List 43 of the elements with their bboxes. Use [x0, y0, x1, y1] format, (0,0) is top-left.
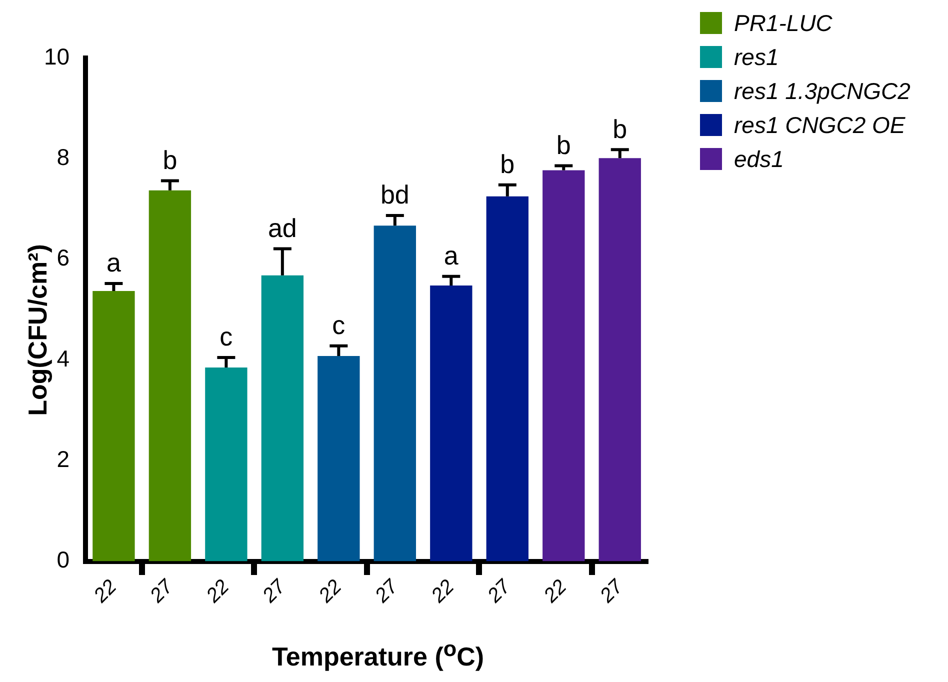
- data-label: c: [332, 310, 346, 340]
- legend-label: eds1: [734, 146, 784, 172]
- y-tick-label: 0: [56, 546, 70, 573]
- legend-label: res1 1.3pCNGC2: [734, 78, 910, 104]
- bar: [430, 285, 472, 562]
- data-label: b: [556, 130, 571, 160]
- data-label: ad: [268, 212, 297, 243]
- x-tick-label: 22: [539, 576, 572, 608]
- y-tick-label: 8: [56, 144, 70, 170]
- bar: [598, 158, 641, 562]
- data-label: bd: [380, 180, 410, 210]
- bar: [486, 196, 528, 562]
- data-label: a: [444, 240, 459, 271]
- x-tick-label: 27: [370, 575, 403, 608]
- y-tick-label: 4: [56, 345, 70, 372]
- bar: [261, 275, 304, 562]
- legend-label: res1: [734, 44, 779, 70]
- data-label: c: [220, 322, 233, 352]
- bar: [205, 368, 248, 562]
- x-tick-label: 27: [482, 575, 516, 608]
- bar: [318, 356, 360, 562]
- y-axis-title: Log(CFU/cm²): [22, 244, 54, 416]
- x-tick-label: 22: [89, 576, 122, 608]
- x-tick-label: 27: [145, 575, 178, 608]
- x-axis-title: Temperature ($^{o}$C): [270, 636, 486, 673]
- bar: [374, 226, 416, 562]
- data-label: b: [162, 144, 178, 175]
- legend-label: PR1-LUC: [734, 10, 832, 36]
- data-label: b: [500, 149, 515, 180]
- bar: [148, 190, 192, 562]
- bar: [542, 170, 585, 562]
- data-label: b: [612, 114, 628, 144]
- y-tick-label: 2: [56, 446, 70, 472]
- x-tick-label: 22: [314, 576, 346, 608]
- bar: [92, 291, 135, 562]
- x-tick-label: 27: [595, 575, 628, 608]
- y-tick-label: 6: [56, 244, 70, 271]
- y-tick-label: 10: [44, 43, 70, 70]
- x-tick-label: 22: [202, 576, 234, 608]
- data-label: a: [106, 248, 122, 278]
- legend-label: res1 CNGC2 OE: [734, 112, 906, 138]
- x-tick-label: 22: [426, 576, 459, 608]
- x-tick-label: 27: [258, 575, 291, 608]
